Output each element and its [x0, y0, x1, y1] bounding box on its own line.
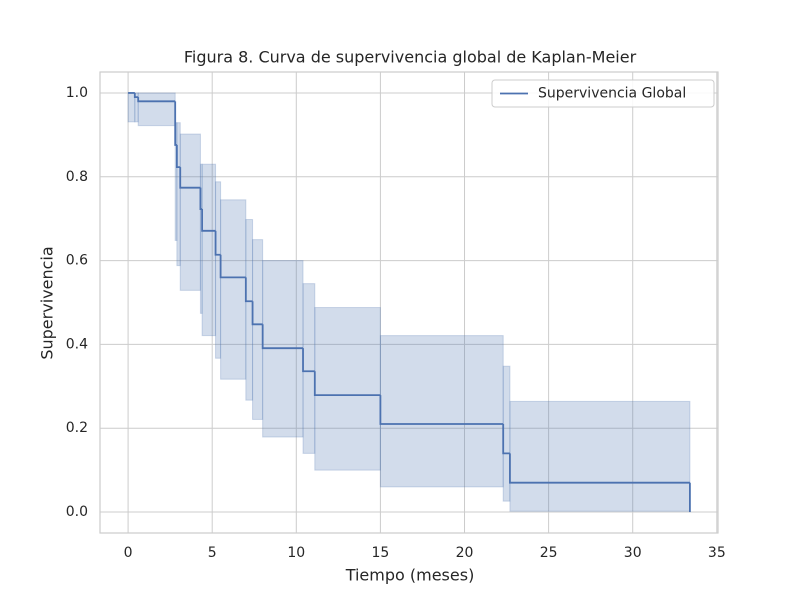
- axes-frame: [99, 71, 719, 534]
- confidence-band: [252, 239, 264, 420]
- confidence-band: [179, 133, 201, 291]
- x-tick-label: 20: [456, 545, 474, 561]
- confidence-band: [314, 307, 381, 471]
- legend-label: Supervivencia Global: [538, 86, 686, 102]
- confidence-band: [509, 400, 691, 512]
- confidence-band: [379, 335, 504, 488]
- chart-title: Figura 8. Curva de supervivencia global …: [184, 48, 637, 67]
- survival-step: [219, 254, 246, 279]
- confidence-band: [302, 283, 316, 454]
- y-tick-label: 0.4: [66, 336, 88, 352]
- confidence-band: [176, 122, 181, 267]
- survival-step: [214, 230, 221, 256]
- plot-area: [127, 92, 691, 513]
- y-tick-label: 0.8: [66, 169, 88, 185]
- confidence-band: [245, 219, 254, 401]
- x-tick-label: 5: [208, 545, 217, 561]
- confidence-band: [134, 92, 139, 123]
- x-tick-label: 35: [708, 545, 726, 561]
- y-axis-label: Supervivencia: [38, 246, 57, 359]
- confidence-band: [127, 92, 136, 123]
- survival-step: [261, 324, 304, 350]
- survival-step: [509, 453, 690, 484]
- survival-step: [244, 277, 253, 303]
- confidence-band: [199, 163, 203, 314]
- survival-step: [379, 395, 504, 425]
- confidence-band: [201, 163, 217, 337]
- y-tick-label: 1.0: [66, 85, 88, 101]
- confidence-band: [502, 365, 511, 502]
- survival-step: [201, 209, 216, 232]
- legend-box: [491, 79, 715, 108]
- survival-step: [137, 97, 176, 103]
- x-tick-label: 10: [287, 545, 305, 561]
- survival-step: [175, 144, 181, 169]
- x-tick-label: 30: [624, 545, 642, 561]
- survival-step: [133, 92, 139, 99]
- survival-step: [302, 348, 315, 373]
- confidence-band: [137, 92, 176, 127]
- survival-step: [502, 424, 510, 455]
- y-tick-label: 0.0: [66, 504, 88, 520]
- y-tick-label: 0.2: [66, 420, 88, 436]
- y-tick-label: 0.6: [66, 253, 88, 269]
- confidence-band: [220, 199, 247, 380]
- x-tick-label: 25: [540, 545, 558, 561]
- survival-step: [251, 301, 263, 326]
- x-tick-label: 15: [371, 545, 389, 561]
- x-tick-label: 0: [124, 545, 133, 561]
- survival-step: [313, 371, 381, 397]
- x-axis-label: Tiempo (meses): [345, 566, 475, 585]
- legend: Supervivencia Global: [491, 79, 715, 108]
- survival-step: [179, 167, 201, 189]
